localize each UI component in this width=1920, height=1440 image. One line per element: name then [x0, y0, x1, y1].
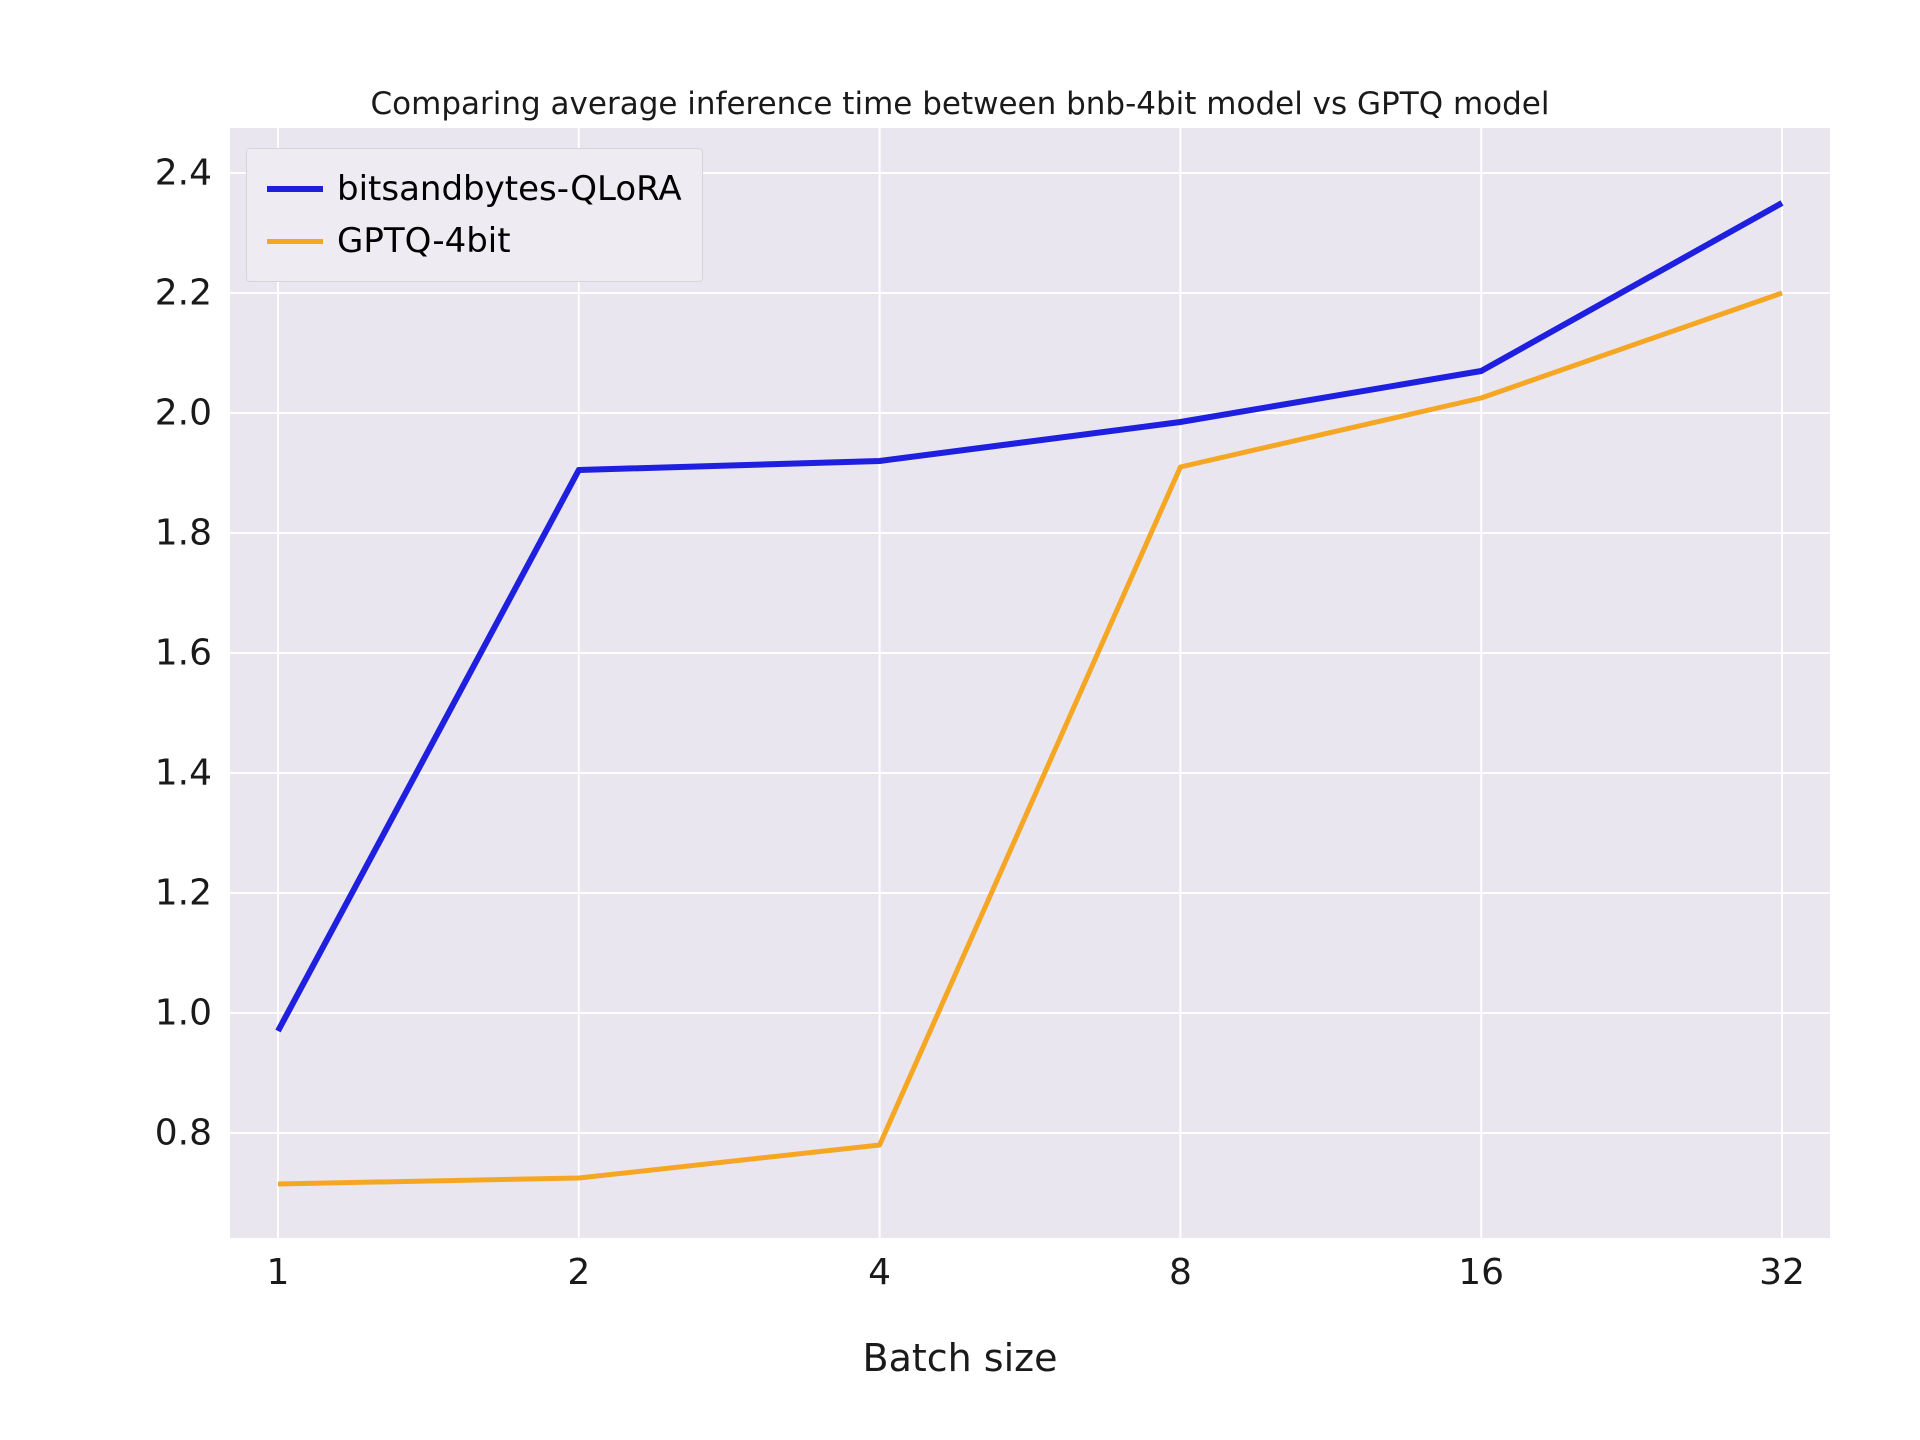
y-tick-label: 2.4 [155, 153, 212, 194]
x-tick-label: 4 [868, 1252, 891, 1293]
x-tick-label: 16 [1458, 1252, 1504, 1293]
figure: Comparing average inference time between… [0, 0, 1920, 1440]
x-axis-label: Batch size [0, 1336, 1920, 1380]
legend-swatch [267, 186, 323, 192]
x-tick-label: 8 [1169, 1252, 1192, 1293]
legend: bitsandbytes-QLoRA GPTQ-4bit [246, 148, 703, 282]
y-tick-label: 1.4 [155, 753, 212, 794]
y-tick-label: 2.2 [155, 273, 212, 314]
legend-swatch [267, 239, 323, 244]
y-tick-label: 0.8 [155, 1113, 212, 1154]
x-tick-label: 2 [567, 1252, 590, 1293]
y-tick-label: 1.8 [155, 513, 212, 554]
legend-label: bitsandbytes-QLoRA [337, 169, 682, 209]
y-tick-label: 2.0 [155, 393, 212, 434]
plot-svg [230, 128, 1830, 1238]
y-tick-label: 1.2 [155, 873, 212, 914]
plot-area [230, 128, 1830, 1238]
x-tick-label: 32 [1759, 1252, 1805, 1293]
y-tick-label: 1.6 [155, 633, 212, 674]
legend-item: bitsandbytes-QLoRA [267, 163, 682, 215]
x-tick-label: 1 [267, 1252, 290, 1293]
legend-item: GPTQ-4bit [267, 215, 682, 267]
x-axis-label-text: Batch size [863, 1336, 1058, 1380]
y-tick-label: 1.0 [155, 993, 212, 1034]
legend-label: GPTQ-4bit [337, 221, 511, 261]
chart-title-text: Comparing average inference time between… [371, 86, 1550, 122]
